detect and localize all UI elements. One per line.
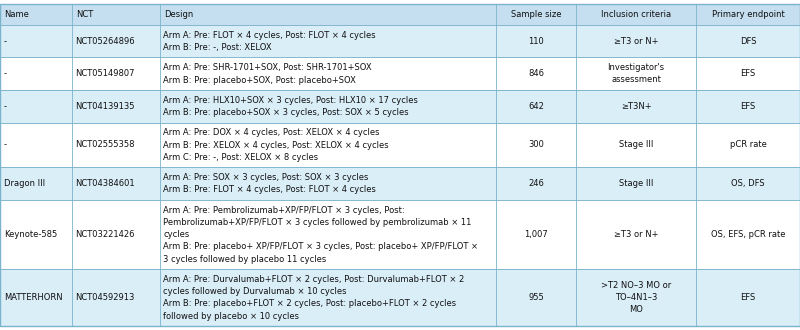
Text: OS, EFS, pCR rate: OS, EFS, pCR rate — [710, 230, 786, 239]
Bar — [0, 57, 800, 90]
Text: Arm A: Pre: HLX10+SOX × 3 cycles, Post: HLX10 × 17 cycles: Arm A: Pre: HLX10+SOX × 3 cycles, Post: … — [163, 96, 418, 105]
Text: -: - — [4, 102, 7, 111]
Text: assessment: assessment — [611, 75, 661, 84]
Text: NCT05264896: NCT05264896 — [75, 37, 134, 46]
Text: Dragon III: Dragon III — [4, 179, 45, 188]
Text: NCT05149807: NCT05149807 — [75, 69, 134, 78]
Text: Arm A: Pre: FLOT × 4 cycles, Post: FLOT × 4 cycles: Arm A: Pre: FLOT × 4 cycles, Post: FLOT … — [163, 31, 376, 40]
Bar — [0, 167, 800, 200]
Text: Arm B: Pre: placebo+ XP/FP/FLOT × 3 cycles, Post: placebo+ XP/FP/FLOT ×: Arm B: Pre: placebo+ XP/FP/FLOT × 3 cycl… — [163, 243, 478, 251]
Text: 642: 642 — [528, 102, 544, 111]
Text: ≥T3 or N+: ≥T3 or N+ — [614, 230, 658, 239]
Text: 110: 110 — [528, 37, 544, 46]
Text: Pembrolizumab+XP/FP/FLOT × 3 cycles followed by pembrolizumab × 11: Pembrolizumab+XP/FP/FLOT × 3 cycles foll… — [163, 218, 471, 227]
Text: followed by placebo × 10 cycles: followed by placebo × 10 cycles — [163, 312, 299, 320]
Text: Sample size: Sample size — [510, 10, 562, 19]
Text: 300: 300 — [528, 141, 544, 149]
Text: Arm B: Pre: FLOT × 4 cycles, Post: FLOT × 4 cycles: Arm B: Pre: FLOT × 4 cycles, Post: FLOT … — [163, 185, 376, 194]
Text: TO–4N1–3: TO–4N1–3 — [615, 293, 657, 302]
Text: DFS: DFS — [740, 37, 756, 46]
Bar — [0, 200, 800, 269]
Text: 1,007: 1,007 — [524, 230, 548, 239]
Text: EFS: EFS — [740, 293, 756, 302]
Text: ≥T3 or N+: ≥T3 or N+ — [614, 37, 658, 46]
Text: Arm A: Pre: SHR-1701+SOX, Post: SHR-1701+SOX: Arm A: Pre: SHR-1701+SOX, Post: SHR-1701… — [163, 63, 372, 72]
Text: Primary endpoint: Primary endpoint — [712, 10, 784, 19]
Text: Arm B: Pre: XELOX × 4 cycles, Post: XELOX × 4 cycles: Arm B: Pre: XELOX × 4 cycles, Post: XELO… — [163, 141, 389, 150]
Text: MATTERHORN: MATTERHORN — [4, 293, 62, 302]
Bar — [0, 4, 800, 25]
Text: Keynote-585: Keynote-585 — [4, 230, 58, 239]
Text: NCT: NCT — [76, 10, 94, 19]
Text: Investigator's: Investigator's — [607, 63, 665, 72]
Bar — [0, 90, 800, 122]
Text: Arm B: Pre: -, Post: XELOX: Arm B: Pre: -, Post: XELOX — [163, 43, 272, 52]
Text: Arm B: Pre: placebo+FLOT × 2 cycles, Post: placebo+FLOT × 2 cycles: Arm B: Pre: placebo+FLOT × 2 cycles, Pos… — [163, 299, 456, 308]
Text: Arm B: Pre: placebo+SOX × 3 cycles, Post: SOX × 5 cycles: Arm B: Pre: placebo+SOX × 3 cycles, Post… — [163, 108, 409, 117]
Text: 955: 955 — [528, 293, 544, 302]
Bar — [0, 122, 800, 167]
Text: 246: 246 — [528, 179, 544, 188]
Text: 846: 846 — [528, 69, 544, 78]
Text: -: - — [4, 69, 7, 78]
Text: >T2 NO–3 MO or: >T2 NO–3 MO or — [601, 281, 671, 290]
Text: NCT04139135: NCT04139135 — [75, 102, 134, 111]
Text: 3 cycles followed by placebo 11 cycles: 3 cycles followed by placebo 11 cycles — [163, 255, 326, 264]
Text: OS, DFS: OS, DFS — [731, 179, 765, 188]
Bar — [0, 269, 800, 326]
Text: Arm A: Pre: Durvalumab+FLOT × 2 cycles, Post: Durvalumab+FLOT × 2: Arm A: Pre: Durvalumab+FLOT × 2 cycles, … — [163, 275, 464, 284]
Text: MO: MO — [629, 305, 643, 314]
Text: Arm C: Pre: -, Post: XELOX × 8 cycles: Arm C: Pre: -, Post: XELOX × 8 cycles — [163, 153, 318, 162]
Text: -: - — [4, 141, 7, 149]
Text: Stage III: Stage III — [619, 179, 653, 188]
Text: -: - — [4, 37, 7, 46]
Text: Design: Design — [164, 10, 194, 19]
Text: Arm B: Pre: placebo+SOX, Post: placebo+SOX: Arm B: Pre: placebo+SOX, Post: placebo+S… — [163, 76, 356, 84]
Text: Arm A: Pre: SOX × 3 cycles, Post: SOX × 3 cycles: Arm A: Pre: SOX × 3 cycles, Post: SOX × … — [163, 173, 368, 182]
Text: NCT04592913: NCT04592913 — [75, 293, 134, 302]
Text: NCT04384601: NCT04384601 — [75, 179, 134, 188]
Text: Arm A: Pre: DOX × 4 cycles, Post: XELOX × 4 cycles: Arm A: Pre: DOX × 4 cycles, Post: XELOX … — [163, 128, 379, 138]
Text: pCR rate: pCR rate — [730, 141, 766, 149]
Text: EFS: EFS — [740, 69, 756, 78]
Text: cycles followed by Durvalumab × 10 cycles: cycles followed by Durvalumab × 10 cycle… — [163, 287, 346, 296]
Text: Name: Name — [4, 10, 29, 19]
Text: NCT02555358: NCT02555358 — [75, 141, 134, 149]
Text: cycles: cycles — [163, 230, 190, 239]
Text: EFS: EFS — [740, 102, 756, 111]
Bar — [0, 25, 800, 57]
Text: Inclusion criteria: Inclusion criteria — [601, 10, 671, 19]
Text: NCT03221426: NCT03221426 — [75, 230, 134, 239]
Text: Stage III: Stage III — [619, 141, 653, 149]
Text: Arm A: Pre: Pembrolizumab+XP/FP/FLOT × 3 cycles, Post:: Arm A: Pre: Pembrolizumab+XP/FP/FLOT × 3… — [163, 206, 405, 215]
Text: ≥T3N+: ≥T3N+ — [621, 102, 651, 111]
